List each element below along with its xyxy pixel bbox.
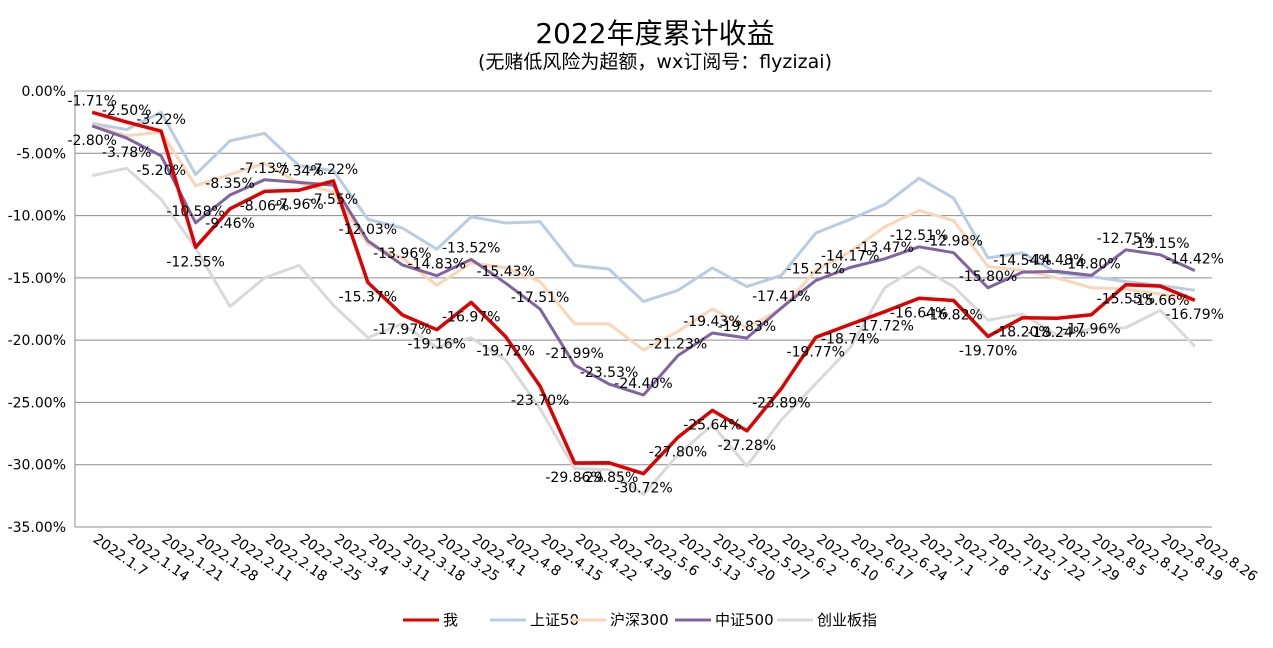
data-label: -15.66%: [1131, 293, 1189, 309]
data-label: -15.37%: [339, 289, 397, 305]
data-label: -7.13%: [240, 161, 290, 177]
data-label: -9.46%: [205, 216, 255, 232]
data-label: -2.50%: [102, 103, 152, 119]
data-label: -15.55%: [1097, 292, 1155, 308]
chart-subtitle: (无赌低风险为超额，wx订阅号：flyzizai): [478, 51, 832, 73]
y-tick-label: -25.00%: [8, 395, 66, 411]
data-label: -19.83%: [718, 319, 776, 335]
data-label: -16.79%: [1166, 307, 1224, 323]
data-label: -10.58%: [166, 204, 224, 220]
data-label: -17.72%: [855, 319, 913, 335]
data-label: -14.42%: [1166, 252, 1224, 268]
data-label: -29.85%: [580, 470, 638, 486]
data-label: -25.64%: [683, 417, 741, 433]
data-label: -16.82%: [924, 308, 982, 324]
series-line-zz500: [91, 124, 1196, 397]
legend-label: 我: [443, 611, 458, 629]
data-label: -23.89%: [752, 396, 810, 412]
data-label: -15.80%: [959, 269, 1017, 285]
data-labels: -1.71%-2.50%-3.22%-12.55%-9.46%-8.06%-7.…: [67, 93, 1224, 496]
data-label: -12.98%: [924, 234, 982, 250]
data-label: -17.41%: [752, 289, 810, 305]
data-label: -13.96%: [373, 246, 431, 262]
data-label: -17.96%: [1062, 322, 1120, 338]
data-label: -17.97%: [373, 322, 431, 338]
data-label: -14.17%: [821, 249, 879, 265]
data-label: -15.43%: [476, 264, 534, 280]
series-line-cyb: [91, 166, 1196, 497]
y-tick-label: -20.00%: [8, 333, 66, 349]
data-label: -27.80%: [649, 444, 707, 460]
data-label: -2.80%: [67, 133, 117, 149]
y-tick-label: -5.00%: [16, 146, 66, 162]
data-label: -12.75%: [1097, 231, 1155, 247]
data-label: -7.34%: [274, 163, 324, 179]
data-label: -14.80%: [1062, 256, 1120, 272]
data-label: -12.55%: [166, 254, 224, 270]
data-label: -18.20%: [993, 325, 1051, 341]
data-label: -14.83%: [408, 257, 466, 273]
data-label: -18.74%: [821, 331, 879, 347]
data-label: -19.43%: [683, 314, 741, 330]
data-label: -15.21%: [787, 261, 845, 277]
series-line-hs300: [91, 123, 1196, 352]
y-tick-label: -35.00%: [8, 520, 66, 536]
data-label: -12.51%: [890, 228, 948, 244]
data-label: -17.51%: [511, 290, 569, 306]
data-label: -16.97%: [442, 309, 500, 325]
data-label: -19.77%: [787, 344, 845, 360]
data-label: -18.24%: [1028, 325, 1086, 341]
data-label: -1.71%: [67, 93, 117, 109]
data-label: -13.47%: [855, 240, 913, 256]
x-axis-tick-labels: 2022.1.72022.1.142022.1.212022.1.282022.…: [90, 531, 1260, 585]
data-label: -27.28%: [718, 438, 776, 454]
data-label: -21.99%: [545, 346, 603, 362]
y-tick-label: -30.00%: [8, 458, 66, 474]
data-label: -29.86%: [545, 470, 603, 486]
data-label: -21.23%: [649, 336, 707, 352]
series-line-sz50: [91, 110, 1196, 303]
data-label: -7.96%: [274, 197, 324, 213]
legend-label: 沪深300: [610, 611, 669, 629]
legend: 我 上证50 沪深300 中证500 创业板指: [403, 611, 877, 629]
data-label: -13.52%: [442, 240, 500, 256]
data-label: -3.78%: [102, 145, 152, 161]
data-label: -16.64%: [890, 305, 948, 321]
data-label: -23.53%: [580, 365, 638, 381]
data-label: -13.15%: [1131, 236, 1189, 252]
grid-lines: [74, 90, 1212, 528]
data-label: -8.35%: [205, 176, 255, 192]
series-lines: [91, 110, 1196, 497]
data-label: -5.20%: [136, 163, 186, 179]
data-label: -19.72%: [476, 344, 534, 360]
data-label: -14.48%: [1028, 252, 1086, 268]
data-label: -19.16%: [408, 337, 466, 353]
y-tick-label: -15.00%: [8, 271, 66, 287]
data-label: -3.22%: [136, 112, 186, 128]
y-axis-tick-labels: 0.00% -5.00% -10.00% -15.00% -20.00% -25.00% -…: [8, 84, 66, 536]
y-tick-label: 0.00%: [22, 84, 66, 100]
y-tick-label: -10.00%: [8, 209, 66, 225]
data-label: -24.40%: [614, 376, 672, 392]
series-line-wo: [91, 110, 1196, 476]
legend-label: 创业板指: [817, 611, 877, 629]
data-label: -14.54%: [993, 253, 1051, 269]
data-label: -8.06%: [240, 198, 290, 214]
legend-label: 中证500: [715, 611, 774, 629]
legend-label: 上证50: [530, 611, 579, 629]
data-label: -7.22%: [309, 162, 359, 178]
data-label: -23.70%: [511, 393, 569, 409]
data-label: -12.03%: [339, 222, 397, 238]
data-label: -7.55%: [309, 192, 359, 208]
chart-title: 2022年度累计收益: [535, 17, 774, 50]
data-label: -19.70%: [959, 343, 1017, 359]
data-label: -30.72%: [614, 481, 672, 497]
